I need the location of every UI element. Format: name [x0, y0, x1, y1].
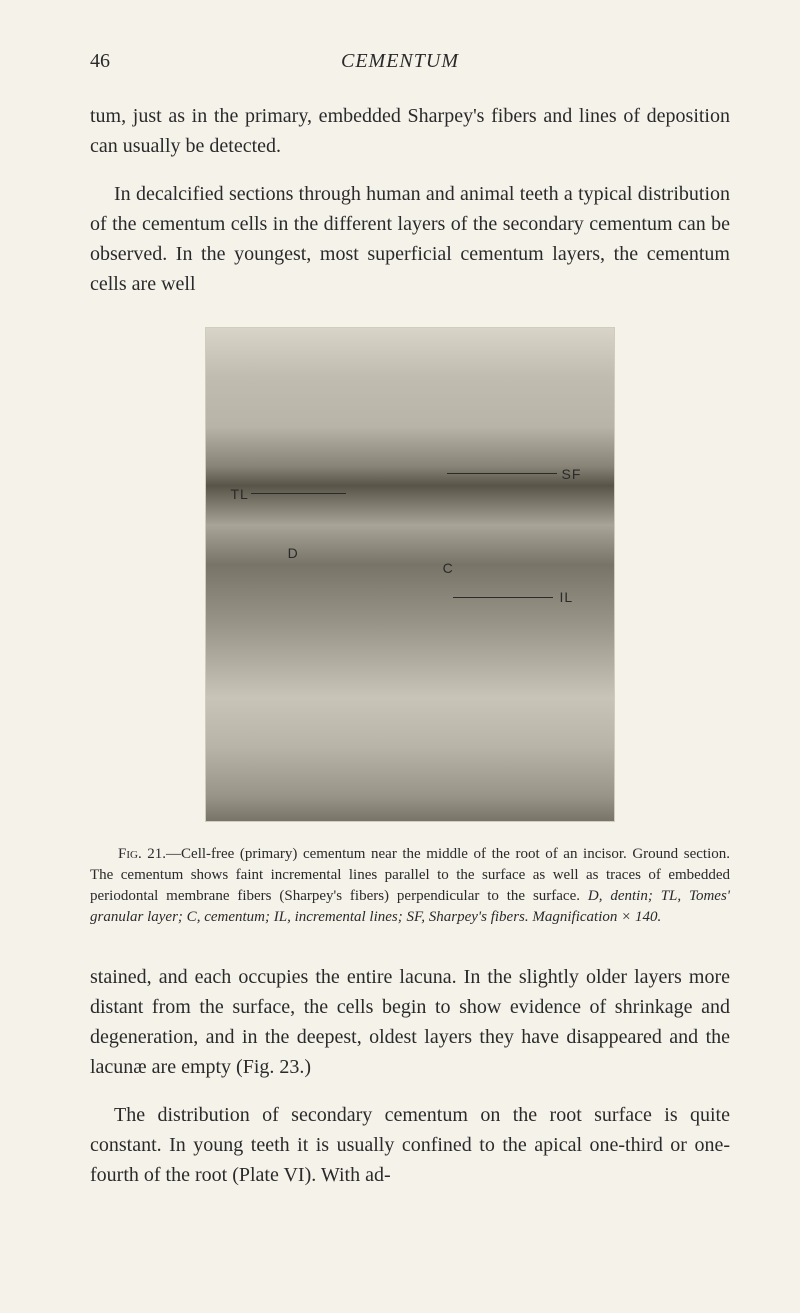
- figure-label-c: C: [443, 560, 454, 576]
- figure-label-d: D: [288, 545, 299, 561]
- caption-figure-number: Fig. 21.: [118, 846, 166, 862]
- figure-leader-il: [453, 597, 553, 598]
- paragraph-2: In decalcified sections through human an…: [90, 179, 730, 299]
- page-header: 46 CEMENTUM: [90, 50, 730, 73]
- figure-label-il: IL: [560, 589, 574, 605]
- figure-image: SF TL D C IL: [205, 327, 615, 822]
- figure-leader-tl: [251, 493, 346, 494]
- figure-leader-sf: [447, 473, 557, 474]
- paragraph-1: tum, just as in the primary, embedded Sh…: [90, 101, 730, 161]
- figure-container: SF TL D C IL: [90, 327, 730, 822]
- figure-label-tl: TL: [230, 486, 248, 502]
- paragraph-3: stained, and each occupies the entire la…: [90, 962, 730, 1082]
- paragraph-4: The distribution of secondary cementum o…: [90, 1100, 730, 1190]
- figure-label-sf: SF: [561, 466, 581, 482]
- page-number: 46: [90, 50, 110, 73]
- figure-caption: Fig. 21.—Cell-free (primary) cementum ne…: [90, 844, 730, 928]
- running-title: CEMENTUM: [341, 50, 459, 73]
